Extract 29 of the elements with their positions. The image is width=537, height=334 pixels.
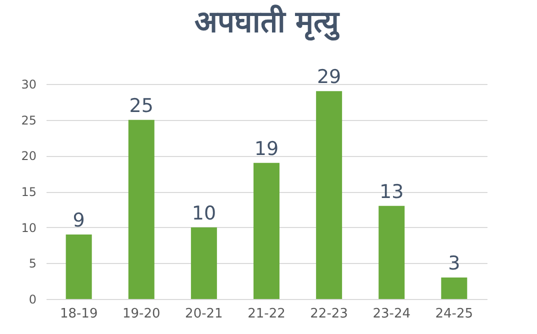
x-tick-label: 18-19: [60, 306, 98, 322]
bar: [441, 278, 468, 299]
data-label: 3: [448, 252, 460, 274]
x-tick-label: 20-21: [185, 306, 223, 322]
data-label: 10: [192, 202, 216, 224]
data-label: 9: [72, 210, 85, 232]
y-tick-label: 0: [28, 292, 36, 306]
bar: [254, 162, 280, 299]
data-label: 29: [316, 66, 342, 88]
bar: [190, 227, 217, 299]
x-tick-label: 21-22: [248, 306, 286, 322]
y-tick-label: 15: [21, 185, 36, 199]
bar: [66, 234, 92, 299]
y-tick-label: 20: [21, 149, 36, 164]
data-label: 25: [129, 94, 154, 117]
x-tick-label: 24-25: [435, 306, 474, 322]
y-tick-label: 10: [21, 220, 36, 235]
bar: [316, 91, 342, 299]
x-tick-label: 22-23: [310, 306, 348, 322]
y-tick-label: 5: [28, 256, 36, 271]
data-label: 19: [254, 138, 279, 160]
y-tick-label: 30: [21, 78, 36, 92]
y-tick-label: 25: [21, 113, 36, 128]
bar: [128, 120, 154, 299]
x-tick-label: 19-20: [122, 306, 160, 322]
x-tick-label: 23-24: [372, 306, 410, 322]
bar: [378, 206, 405, 299]
data-label: 13: [380, 180, 404, 203]
chart-title: अपघाती मृत्यु: [194, 4, 341, 42]
